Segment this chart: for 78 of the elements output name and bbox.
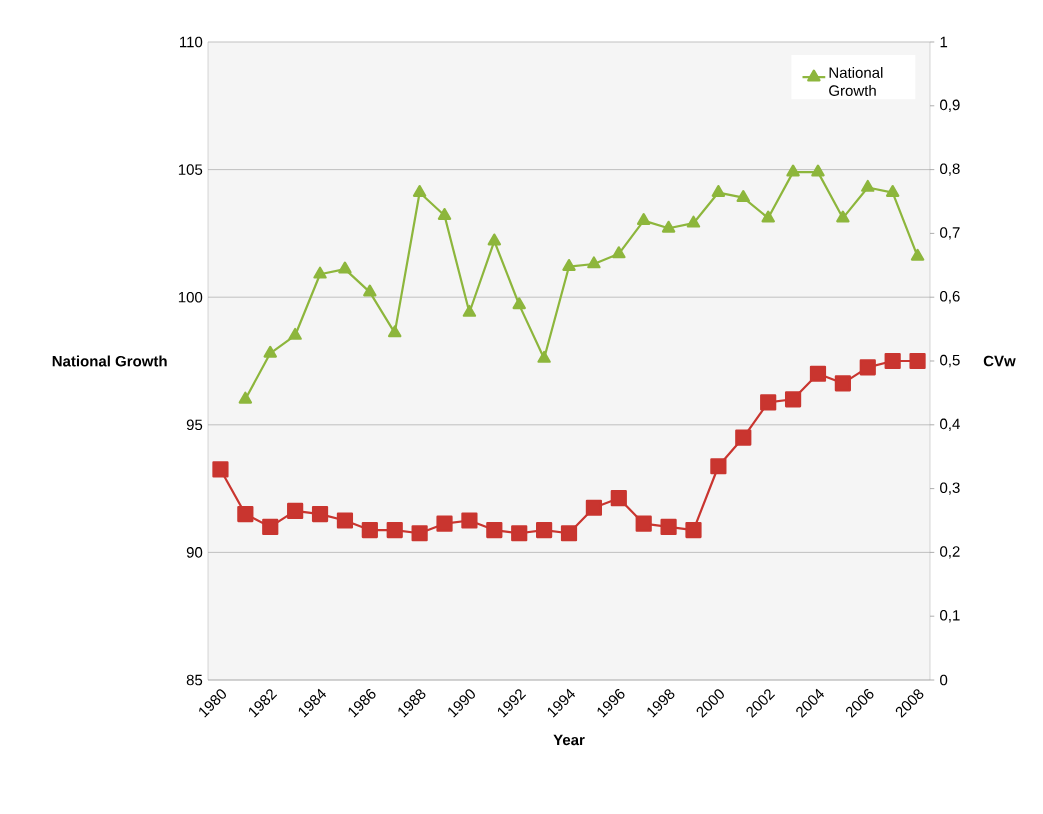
y2-tick-label: 0,2 <box>940 546 960 559</box>
point <box>686 215 701 228</box>
point <box>212 461 229 478</box>
point <box>612 246 626 259</box>
x-axis-title: Year <box>553 734 585 746</box>
point <box>237 506 254 523</box>
point <box>336 512 354 529</box>
point <box>884 352 901 370</box>
point <box>735 429 752 446</box>
point <box>587 256 601 269</box>
point <box>660 518 677 535</box>
point <box>909 352 926 370</box>
point <box>685 521 702 539</box>
point <box>462 304 477 317</box>
point <box>636 213 651 225</box>
point <box>736 190 751 203</box>
y2-tick-label: 0 <box>940 674 948 686</box>
point <box>562 258 576 271</box>
point <box>760 394 777 411</box>
point <box>910 248 925 261</box>
y-tick-label: 95 <box>186 419 203 431</box>
point <box>537 350 551 363</box>
point <box>338 261 352 274</box>
y2-tick-label: 1 <box>940 36 948 48</box>
point <box>784 391 802 408</box>
y2-tick-label: 0,8 <box>940 163 960 176</box>
point <box>834 375 851 392</box>
y-tick-label: 85 <box>186 674 203 686</box>
y2-tick-label: 0,1 <box>940 610 960 623</box>
y2-tick-label: 0,6 <box>940 291 960 304</box>
point <box>486 521 503 539</box>
y2-tick-label: 0,3 <box>940 482 960 495</box>
point <box>809 365 827 382</box>
point <box>511 525 528 542</box>
point <box>536 521 553 539</box>
point <box>811 164 825 177</box>
point <box>560 525 578 542</box>
point <box>859 359 876 376</box>
y-axis-title: National Growth <box>52 355 167 367</box>
point <box>885 184 900 197</box>
point <box>836 210 850 223</box>
point <box>585 499 603 516</box>
legend-label: National Growth <box>829 66 883 96</box>
point <box>311 506 329 523</box>
point <box>361 521 378 539</box>
point <box>388 325 402 338</box>
point <box>437 207 452 220</box>
point <box>263 345 277 358</box>
point <box>288 327 302 340</box>
point <box>610 490 627 507</box>
y2-tick-label: 0,5 <box>940 354 960 368</box>
y-tick-label: 110 <box>180 36 203 48</box>
y2-tick-label: 0,7 <box>940 227 960 240</box>
point <box>238 391 253 404</box>
point <box>412 184 427 197</box>
point <box>661 220 676 233</box>
y-tick-label: 90 <box>186 547 203 558</box>
point <box>635 515 652 532</box>
point <box>436 515 453 532</box>
point <box>287 502 304 520</box>
point <box>786 164 800 177</box>
point <box>487 233 502 246</box>
point <box>861 179 875 192</box>
point <box>461 512 478 529</box>
y2-tick-label: 0,4 <box>940 418 960 431</box>
point <box>710 458 727 475</box>
point <box>386 521 403 539</box>
point <box>262 518 279 535</box>
point <box>313 266 327 279</box>
point <box>411 525 428 542</box>
point <box>512 297 526 310</box>
point <box>711 184 726 197</box>
y-tick-label: 100 <box>178 291 203 303</box>
point <box>363 284 377 297</box>
point <box>761 210 775 223</box>
y2-axis-title: CVw <box>983 355 1016 367</box>
y-tick-label: 105 <box>178 164 203 175</box>
y2-tick-label: 0,9 <box>940 99 960 112</box>
